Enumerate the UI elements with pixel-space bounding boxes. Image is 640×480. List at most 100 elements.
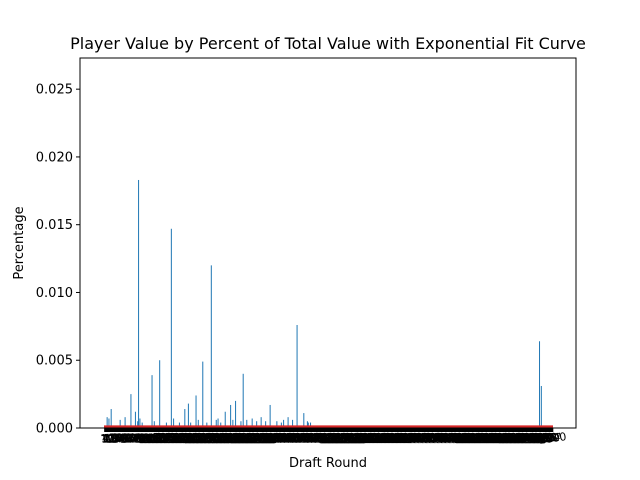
x-tick-label: 445 <box>292 431 315 447</box>
x-tick-label: 928 <box>509 431 532 447</box>
bar <box>139 418 141 428</box>
x-tick-label: 562 <box>345 431 368 447</box>
x-tick-label: 76 <box>130 431 146 446</box>
x-tick-label: 628 <box>374 431 397 447</box>
x-tick-label: 352 <box>250 431 273 447</box>
x-tick-label: 715 <box>413 431 436 447</box>
x-tick-label: 649 <box>384 431 407 447</box>
x-tick-label: 775 <box>440 431 463 447</box>
x-tick-label: 88 <box>135 431 151 446</box>
x-tick-label: 112 <box>143 431 166 447</box>
bar <box>134 411 136 428</box>
x-tick-label: 979 <box>532 431 555 447</box>
x-tick-label: 199 <box>182 431 205 447</box>
x-tick-label: 184 <box>175 431 198 447</box>
x-tick-label: 496 <box>315 431 338 447</box>
x-tick-label: 538 <box>334 431 357 447</box>
x-tick-label: 760 <box>433 431 456 447</box>
bar <box>119 419 121 428</box>
x-tick-label: 373 <box>260 431 283 447</box>
x-tick-label: 457 <box>297 431 320 447</box>
x-tick-label: 118 <box>145 431 168 447</box>
x-tick-label: 301 <box>227 431 250 447</box>
bar <box>310 422 312 428</box>
x-tick-label: 880 <box>487 431 510 447</box>
x-tick-label: 574 <box>350 431 373 447</box>
x-tick-label: 439 <box>289 431 312 447</box>
x-tick-label: 877 <box>486 431 509 447</box>
x-tick-label: 73 <box>128 431 144 446</box>
x-tick-label: 490 <box>312 431 335 447</box>
x-tick-label: 142 <box>156 431 179 447</box>
x-tick-label: 514 <box>323 431 346 447</box>
bar <box>230 404 232 428</box>
x-tick-label: 511 <box>322 431 345 447</box>
x-tick-label: 325 <box>238 431 261 447</box>
x-tick-label: 685 <box>400 431 423 447</box>
x-tick-label: 1 <box>100 432 109 446</box>
x-tick-label: 658 <box>388 431 411 447</box>
x-tick-label: 427 <box>284 431 307 447</box>
bar <box>540 385 542 428</box>
bar <box>110 409 112 428</box>
y-tick-label: 0.000 <box>36 422 73 437</box>
x-tick-label: 883 <box>489 431 512 447</box>
x-tick-label: 913 <box>502 431 525 447</box>
bar <box>202 361 204 428</box>
bar <box>215 419 217 428</box>
x-tick-label: 619 <box>370 431 393 447</box>
bar <box>539 341 541 428</box>
x-tick-label: 526 <box>328 431 351 447</box>
x-tick-label: 55 <box>120 431 136 446</box>
x-tick-label: 205 <box>184 431 207 447</box>
x-tick-label: 364 <box>256 431 279 447</box>
x-tick-label: 19 <box>104 431 120 446</box>
x-tick-label: 952 <box>520 431 543 447</box>
x-tick-label: 226 <box>194 431 217 447</box>
x-tick-label: 220 <box>191 431 214 447</box>
x-tick-label: 745 <box>427 431 450 447</box>
x-tick-label: 556 <box>342 431 365 447</box>
x-tick-label: 847 <box>473 431 496 447</box>
x-tick-label: 835 <box>467 431 490 447</box>
y-tick-label: 0.010 <box>36 286 73 301</box>
bar <box>108 418 110 428</box>
x-tick-label: 784 <box>444 431 467 447</box>
x-tick-label: 202 <box>183 431 206 447</box>
x-tick-label: 931 <box>510 431 533 447</box>
x-tick-label: 136 <box>153 431 176 447</box>
x-tick-label: 406 <box>275 431 298 447</box>
x-tick-label: 22 <box>106 431 122 446</box>
x-tick-label: 994 <box>539 431 562 447</box>
x-tick-label: 478 <box>307 431 330 447</box>
x-tick-label: 100 <box>137 431 160 447</box>
x-tick-label: 766 <box>436 431 459 447</box>
x-tick-label: 253 <box>206 431 229 447</box>
bar-series <box>106 179 542 428</box>
x-tick-label: 466 <box>301 431 324 447</box>
x-tick-label: 730 <box>420 431 443 447</box>
x-tick-label: 31 <box>110 431 126 446</box>
x-tick-label: 529 <box>330 431 353 447</box>
x-tick-label: 550 <box>339 431 362 447</box>
bar <box>303 413 305 428</box>
x-tick-label: 961 <box>524 431 547 447</box>
x-tick-label: 403 <box>273 431 296 447</box>
x-tick-label: 169 <box>168 431 191 447</box>
x-tick-label: 811 <box>456 431 479 447</box>
x-tick-label: 532 <box>331 431 354 447</box>
x-tick-label: 820 <box>460 431 483 447</box>
x-tick-label: 307 <box>230 431 253 447</box>
x-tick-label: 268 <box>213 431 236 447</box>
x-tick-label: 679 <box>397 431 420 447</box>
x-tick-label: 712 <box>412 431 435 447</box>
x-tick-label: 637 <box>378 431 401 447</box>
x-tick-label: 151 <box>160 431 183 447</box>
x-axis-label: Draft Round <box>289 456 367 471</box>
x-tick-label: 646 <box>382 431 405 447</box>
x-tick-label: 691 <box>402 431 425 447</box>
x-tick-label: 154 <box>161 431 184 447</box>
x-tick-label: 964 <box>525 431 548 447</box>
x-tick-label: 358 <box>253 431 276 447</box>
x-tick-label: 400 <box>272 431 295 447</box>
